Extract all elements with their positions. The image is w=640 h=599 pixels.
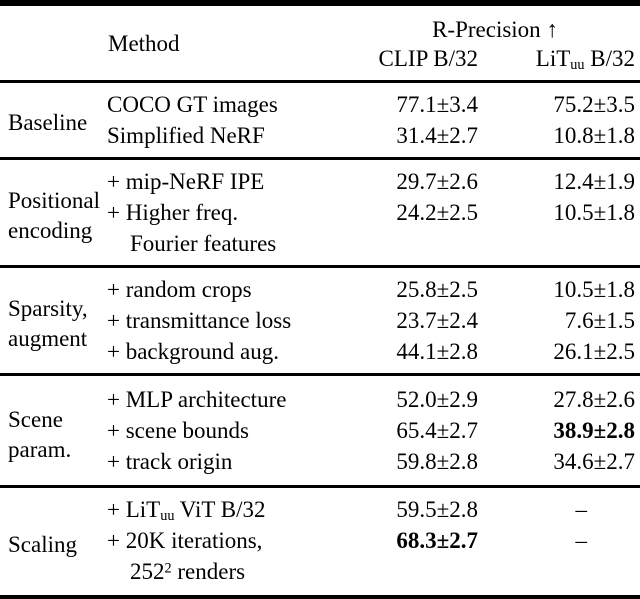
table-row: + 20K iterations, 68.3±2.7 –: [0, 525, 640, 556]
subscript-text: uu: [570, 57, 585, 74]
clip-value-cell: 44.1±2.8: [396, 339, 478, 364]
group-label: Baseline: [8, 110, 88, 135]
method-cell: Fourier features: [130, 231, 277, 256]
method-column-header: Method: [108, 30, 180, 56]
header-row-2: CLIP B/32 LiTuu B/32: [0, 44, 640, 82]
clip-value-cell: 59.5±2.8: [396, 497, 478, 522]
group-label: Sparsity, augment: [8, 295, 88, 351]
clip-value-cell: 31.4±2.7: [396, 123, 478, 148]
lit-value-cell: 27.8±2.6: [553, 387, 636, 412]
lit-value-cell: 38.9±2.8: [553, 418, 636, 443]
superscript-text: 2: [164, 560, 172, 577]
table-group: Sparsity, augment + random crops 25.8±2.5 10…: [0, 266, 640, 375]
method-cell: + 20K iterations,: [107, 528, 263, 553]
table-row: Simplified NeRF 31.4±2.7 10.8±1.8: [0, 120, 640, 159]
method-cell: + background aug.: [107, 339, 280, 364]
table-row: + background aug. 44.1±2.8 26.1±2.5: [0, 336, 640, 375]
method-cell: COCO GT images: [107, 92, 278, 117]
table-row: + Higher freq. 24.2±2.5 10.5±1.8: [0, 197, 640, 228]
lit-value-cell: 7.6±1.5: [564, 308, 636, 333]
table-row: + track origin 59.8±2.8 34.6±2.7: [0, 446, 640, 487]
table-row: Baseline COCO GT images 77.1±3.4 75.2±3.5: [0, 82, 640, 135]
clip-value-cell: 52.0±2.9: [396, 387, 478, 412]
lit-column-header: LiTuu B/32: [535, 46, 636, 74]
method-cell: + transmittance loss: [107, 308, 292, 333]
table-row: Positional encoding + mip-NeRF IPE 29.7±2.6…: [0, 159, 640, 243]
lit-value-cell: 12.4±1.9: [553, 169, 636, 194]
clip-value-cell: 24.2±2.5: [396, 200, 478, 225]
subscript-text: uu: [160, 508, 175, 525]
method-cell: + random crops: [107, 277, 252, 302]
table-group: Scaling + LiTuu ViT B/32 59.5±2.8– + 20K it…: [0, 486, 640, 599]
lit-value-cell: 10.5±1.8: [553, 277, 636, 302]
lit-value-cell: 75.2±3.5: [553, 92, 636, 117]
lit-value-cell: –: [575, 528, 588, 553]
method-cell: + Higher freq.: [107, 200, 239, 225]
lit-value-cell: –: [575, 497, 588, 522]
header-row-1: Method R-Precision ↑: [0, 3, 640, 56]
clip-value-cell: 59.8±2.8: [396, 449, 478, 474]
table-group: Baseline COCO GT images 77.1±3.4 75.2±3.5 Si…: [0, 81, 640, 159]
table-header: Method R-Precision ↑ CLIP B/32 LiTuu B/3…: [0, 3, 640, 82]
table-row: Fourier features: [0, 228, 640, 267]
clip-value-cell: 68.3±2.7: [396, 528, 478, 553]
method-cell: + track origin: [107, 449, 233, 474]
lit-value-cell: [485, 228, 640, 267]
lit-value-cell: 10.5±1.8: [553, 200, 636, 225]
lit-value-cell: [485, 556, 640, 598]
clip-value-cell: 77.1±3.4: [396, 92, 478, 117]
clip-value-cell: 29.7±2.6: [396, 169, 478, 194]
method-cell: + scene bounds: [107, 418, 249, 443]
clip-value-cell: 23.7±2.4: [396, 308, 478, 333]
group-label: Positional encoding: [8, 187, 100, 243]
group-label: Scene param.: [8, 406, 72, 462]
method-cell: + LiTuu ViT B/32: [107, 497, 266, 525]
lit-value-cell: 34.6±2.7: [553, 449, 636, 474]
clip-value-cell: 65.4±2.7: [396, 418, 478, 443]
table-row: Scaling + LiTuu ViT B/32 59.5±2.8 –: [0, 487, 640, 557]
method-cell: 2522 renders: [130, 559, 246, 584]
table-group: Positional encoding + mip-NeRF IPE 29.7±2.6…: [0, 158, 640, 267]
table-group: Scene param. + MLP architecture 52.0±2.9 27.…: [0, 374, 640, 487]
group-label: Scaling: [8, 531, 77, 557]
method-cell: + mip-NeRF IPE: [107, 169, 265, 194]
method-cell: Simplified NeRF: [107, 123, 265, 148]
table-row: + transmittance loss 23.7±2.4 7.6±1.5: [0, 305, 640, 336]
lit-value-cell: 26.1±2.5: [553, 339, 636, 364]
clip-value-cell: 25.8±2.5: [396, 277, 478, 302]
lit-value-cell: 10.8±1.8: [553, 123, 636, 148]
rprecision-header: R-Precision ↑: [432, 17, 558, 42]
clip-value-cell: [350, 228, 485, 267]
method-cell: + MLP architecture: [107, 387, 287, 412]
clip-value-cell: [350, 556, 485, 598]
table-row: Scene param. + MLP architecture 52.0±2.9 27.…: [0, 375, 640, 462]
table-row: + scene bounds 65.4±2.7 38.9±2.8: [0, 415, 640, 446]
clip-column-header: CLIP B/32: [378, 46, 478, 71]
table-row: Sparsity, augment + random crops 25.8±2.5 10…: [0, 267, 640, 351]
table-row: 2522 renders: [0, 556, 640, 598]
